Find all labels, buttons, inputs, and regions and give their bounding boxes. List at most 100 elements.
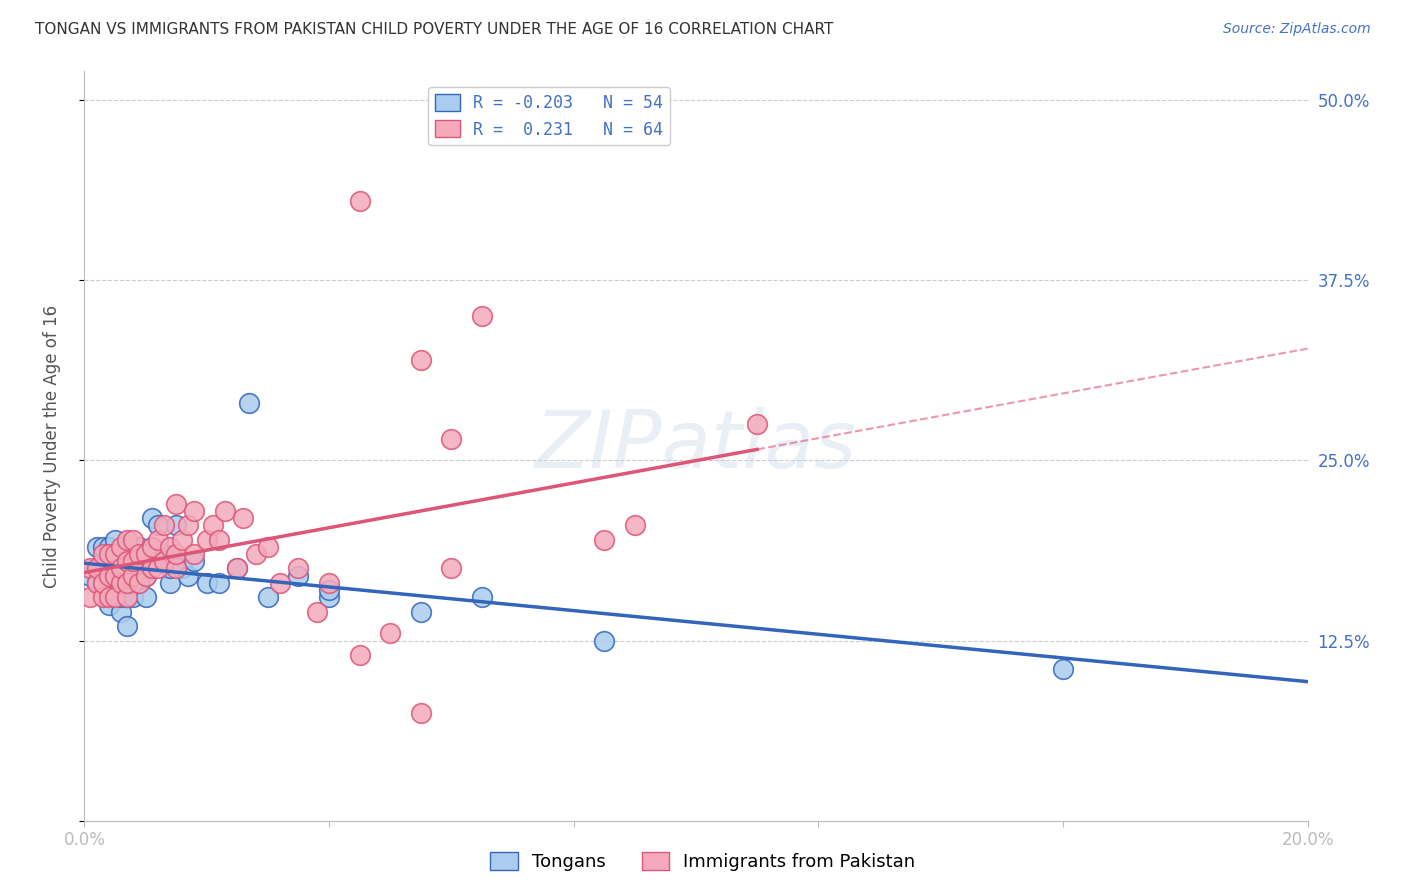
Point bbox=[86, 575, 108, 590]
Point bbox=[624, 518, 647, 533]
Y-axis label: Child Poverty Under the Age of 16: Child Poverty Under the Age of 16 bbox=[42, 304, 60, 588]
Point bbox=[104, 568, 127, 582]
Point bbox=[159, 561, 181, 575]
Point bbox=[471, 591, 494, 605]
Point bbox=[86, 575, 108, 590]
Point bbox=[97, 568, 120, 582]
Point bbox=[208, 575, 231, 590]
Point bbox=[747, 417, 769, 432]
Point bbox=[440, 561, 463, 575]
Point bbox=[177, 568, 200, 582]
Point bbox=[183, 504, 205, 518]
Point bbox=[409, 706, 432, 720]
Point bbox=[91, 575, 114, 590]
Point bbox=[91, 591, 114, 605]
Point bbox=[110, 605, 132, 619]
Point bbox=[141, 561, 163, 575]
Point bbox=[153, 518, 176, 533]
Point bbox=[110, 568, 132, 582]
Text: TONGAN VS IMMIGRANTS FROM PAKISTAN CHILD POVERTY UNDER THE AGE OF 16 CORRELATION: TONGAN VS IMMIGRANTS FROM PAKISTAN CHILD… bbox=[35, 22, 834, 37]
Point bbox=[172, 561, 194, 575]
Point bbox=[177, 518, 200, 533]
Point bbox=[104, 591, 127, 605]
Point bbox=[86, 561, 108, 575]
Point bbox=[128, 547, 150, 561]
Point bbox=[146, 561, 169, 575]
Point bbox=[91, 540, 114, 554]
Point bbox=[97, 591, 120, 605]
Point bbox=[128, 561, 150, 575]
Point bbox=[122, 568, 145, 582]
Point bbox=[141, 540, 163, 554]
Point bbox=[153, 554, 176, 568]
Point bbox=[593, 633, 616, 648]
Point bbox=[1052, 662, 1074, 676]
Point bbox=[165, 518, 187, 533]
Point bbox=[104, 547, 127, 561]
Point bbox=[201, 518, 224, 533]
Point bbox=[287, 561, 309, 575]
Point bbox=[122, 533, 145, 547]
Point bbox=[172, 533, 194, 547]
Legend: Tongans, Immigrants from Pakistan: Tongans, Immigrants from Pakistan bbox=[484, 845, 922, 879]
Point bbox=[141, 511, 163, 525]
Point bbox=[128, 575, 150, 590]
Point bbox=[115, 533, 138, 547]
Point bbox=[110, 561, 132, 575]
Point bbox=[269, 575, 291, 590]
Point bbox=[471, 310, 494, 324]
Point bbox=[115, 591, 138, 605]
Point bbox=[79, 561, 101, 575]
Point bbox=[593, 533, 616, 547]
Point bbox=[135, 547, 157, 561]
Point bbox=[110, 554, 132, 568]
Point bbox=[104, 591, 127, 605]
Point bbox=[97, 540, 120, 554]
Point bbox=[86, 540, 108, 554]
Point bbox=[115, 591, 138, 605]
Point bbox=[104, 533, 127, 547]
Point bbox=[349, 194, 371, 208]
Point bbox=[110, 540, 132, 554]
Point bbox=[349, 648, 371, 662]
Point bbox=[380, 626, 402, 640]
Point bbox=[440, 432, 463, 446]
Point bbox=[305, 605, 328, 619]
Point bbox=[214, 504, 236, 518]
Point bbox=[226, 561, 249, 575]
Text: ZIPatlas: ZIPatlas bbox=[534, 407, 858, 485]
Point bbox=[183, 547, 205, 561]
Point bbox=[135, 547, 157, 561]
Legend: R = -0.203   N = 54, R =  0.231   N = 64: R = -0.203 N = 54, R = 0.231 N = 64 bbox=[429, 87, 671, 145]
Point bbox=[165, 497, 187, 511]
Point bbox=[79, 568, 101, 582]
Point bbox=[195, 533, 218, 547]
Point bbox=[122, 575, 145, 590]
Point bbox=[146, 518, 169, 533]
Point bbox=[97, 547, 120, 561]
Point bbox=[153, 547, 176, 561]
Point bbox=[97, 575, 120, 590]
Point bbox=[146, 533, 169, 547]
Point bbox=[165, 554, 187, 568]
Point bbox=[97, 598, 120, 612]
Text: Source: ZipAtlas.com: Source: ZipAtlas.com bbox=[1223, 22, 1371, 37]
Point bbox=[128, 575, 150, 590]
Point bbox=[159, 540, 181, 554]
Point bbox=[110, 575, 132, 590]
Point bbox=[115, 575, 138, 590]
Point bbox=[245, 547, 267, 561]
Point bbox=[318, 575, 340, 590]
Point bbox=[104, 575, 127, 590]
Point bbox=[159, 575, 181, 590]
Point bbox=[115, 575, 138, 590]
Point bbox=[146, 554, 169, 568]
Point bbox=[122, 554, 145, 568]
Point bbox=[318, 591, 340, 605]
Point bbox=[232, 511, 254, 525]
Point bbox=[122, 561, 145, 575]
Point bbox=[165, 561, 187, 575]
Point bbox=[318, 583, 340, 598]
Point bbox=[115, 554, 138, 568]
Point bbox=[115, 561, 138, 575]
